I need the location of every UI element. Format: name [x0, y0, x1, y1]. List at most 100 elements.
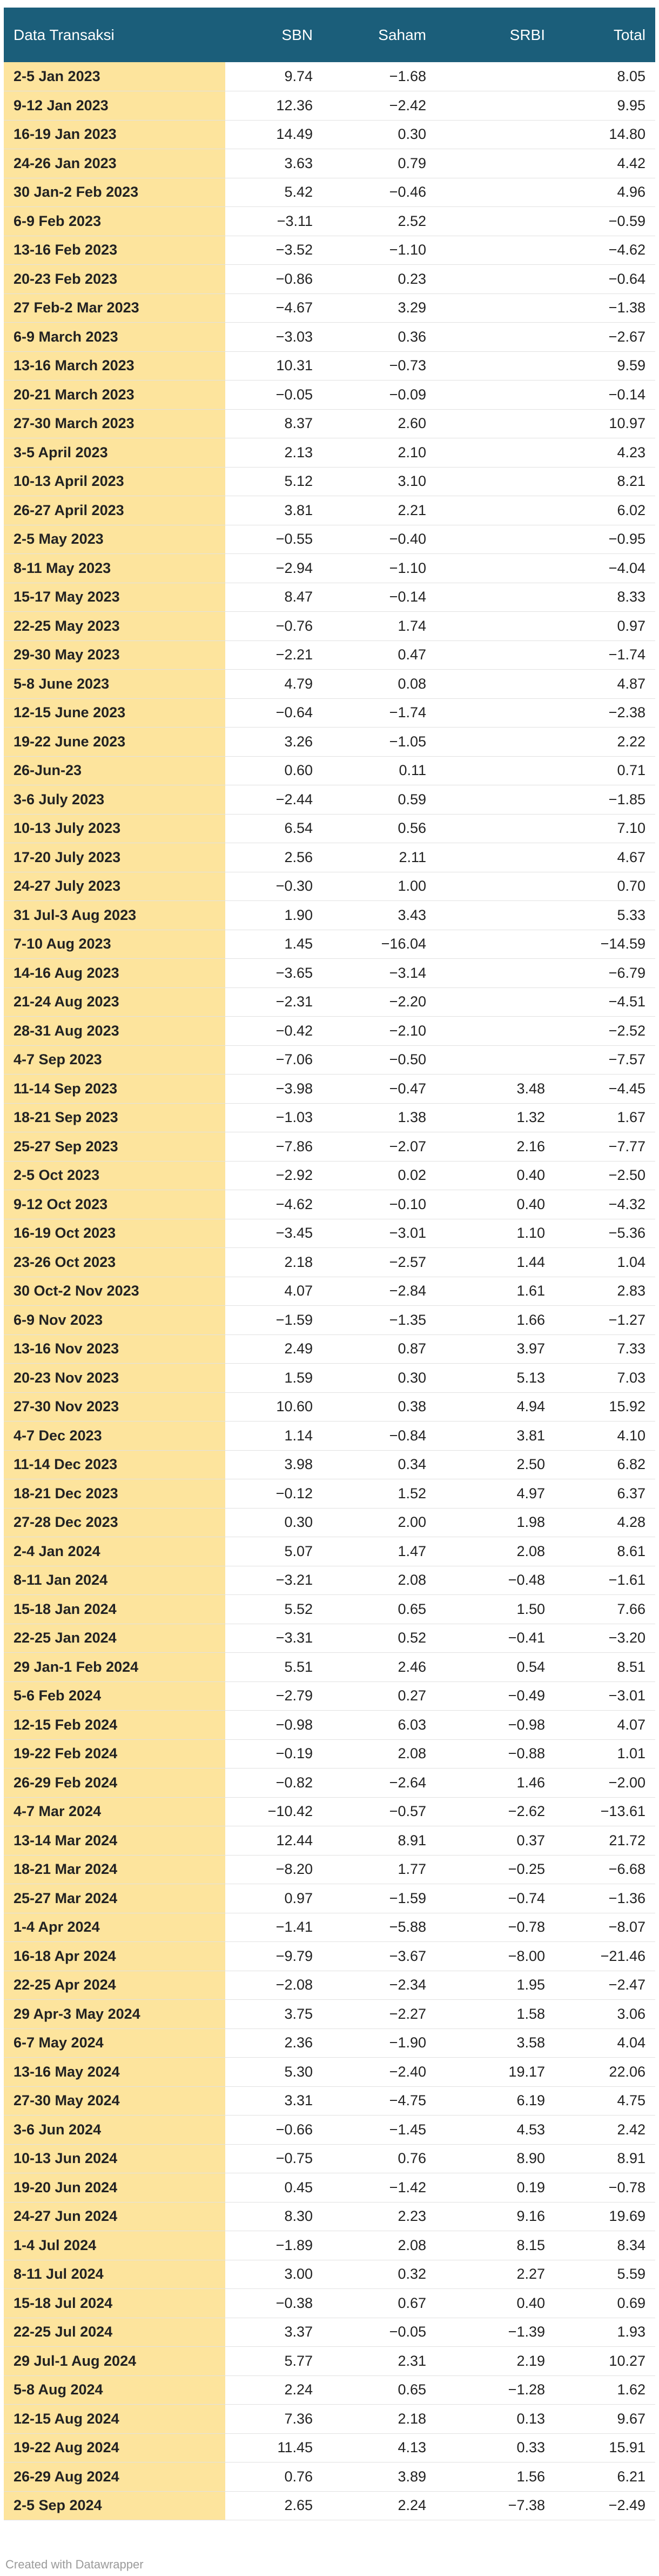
- value-cell: 0.65: [322, 1594, 436, 1624]
- value-cell: −2.52: [555, 1016, 655, 1046]
- row-label-cell: 16-18 Apr 2024: [4, 1941, 225, 1971]
- value-cell: [436, 496, 555, 525]
- value-cell: 0.70: [555, 872, 655, 901]
- value-cell: 3.81: [225, 496, 322, 525]
- row-label-cell: 8-11 May 2023: [4, 553, 225, 583]
- value-cell: 10.31: [225, 351, 322, 381]
- table-row: 12-15 Feb 2024 −0.98 6.03 −0.98 4.07: [4, 1710, 655, 1740]
- value-cell: −6.68: [555, 1855, 655, 1884]
- value-cell: −1.85: [555, 785, 655, 815]
- value-cell: 9.59: [555, 351, 655, 381]
- value-cell: −1.03: [225, 1103, 322, 1132]
- value-cell: 3.06: [555, 1999, 655, 2029]
- row-label-cell: 10-13 Jun 2024: [4, 2144, 225, 2173]
- value-cell: −0.88: [436, 1739, 555, 1769]
- row-label-cell: 16-19 Jan 2023: [4, 120, 225, 149]
- value-cell: −0.74: [436, 1884, 555, 1913]
- row-label-cell: 21-24 Aug 2023: [4, 987, 225, 1017]
- value-cell: 0.52: [322, 1624, 436, 1653]
- value-cell: 7.03: [555, 1363, 655, 1393]
- value-cell: −2.49: [555, 2491, 655, 2520]
- column-header[interactable]: Data Transaksi: [14, 26, 115, 43]
- value-cell: −0.40: [322, 525, 436, 554]
- table-row: 29 Jul-1 Aug 2024 5.77 2.31 2.19 10.27: [4, 2346, 655, 2376]
- table-row: 25-27 Sep 2023 −7.86 −2.07 2.16 −7.77: [4, 1132, 655, 1162]
- value-cell: 3.58: [436, 2028, 555, 2058]
- row-label-cell: 14-16 Aug 2023: [4, 958, 225, 988]
- row-label-cell: 9-12 Oct 2023: [4, 1190, 225, 1219]
- value-cell: −0.59: [555, 206, 655, 236]
- value-cell: 0.97: [225, 1884, 322, 1913]
- row-label-cell: 2-5 Sep 2024: [4, 2491, 225, 2520]
- table-row: 5-6 Feb 2024 −2.79 0.27 −0.49 −3.01: [4, 1681, 655, 1711]
- value-cell: 8.37: [225, 409, 322, 438]
- value-cell: [436, 178, 555, 207]
- value-cell: 14.80: [555, 120, 655, 149]
- value-cell: −2.20: [322, 987, 436, 1017]
- value-cell: 0.59: [322, 785, 436, 815]
- value-cell: −0.76: [225, 611, 322, 641]
- value-cell: 8.30: [225, 2202, 322, 2231]
- value-cell: −2.08: [225, 1971, 322, 2000]
- value-cell: 9.95: [555, 91, 655, 121]
- value-cell: 0.69: [555, 2288, 655, 2318]
- table-row: 2-5 Oct 2023 −2.92 0.02 0.40 −2.50: [4, 1161, 655, 1190]
- row-label-cell: 12-15 June 2023: [4, 698, 225, 728]
- row-label-cell: 27 Feb-2 Mar 2023: [4, 293, 225, 323]
- table-row: 29 Jan-1 Feb 2024 5.51 2.46 0.54 8.51: [4, 1652, 655, 1682]
- value-cell: 0.97: [555, 611, 655, 641]
- row-label-cell: 24-27 July 2023: [4, 872, 225, 901]
- value-cell: 0.76: [225, 2462, 322, 2492]
- value-cell: 2.08: [322, 1566, 436, 1595]
- table-row: 20-21 March 2023 −0.05 −0.09 −0.14: [4, 380, 655, 410]
- value-cell: [436, 640, 555, 670]
- value-cell: 4.04: [555, 2028, 655, 2058]
- table-row: 9-12 Jan 2023 12.36 −2.42 9.95: [4, 91, 655, 121]
- value-cell: [436, 958, 555, 988]
- value-cell: 1.52: [322, 1479, 436, 1509]
- value-cell: 4.10: [555, 1421, 655, 1451]
- column-header[interactable]: SRBI: [509, 26, 545, 43]
- column-header[interactable]: Total: [613, 26, 645, 43]
- value-cell: −0.09: [322, 380, 436, 410]
- value-cell: [436, 553, 555, 583]
- value-cell: 3.00: [225, 2260, 322, 2289]
- value-cell: −0.95: [555, 525, 655, 554]
- table-row: 5-8 June 2023 4.79 0.08 4.87: [4, 669, 655, 699]
- value-cell: −1.10: [322, 553, 436, 583]
- value-cell: 5.77: [225, 2346, 322, 2376]
- value-cell: 8.05: [555, 62, 655, 91]
- value-cell: 0.45: [225, 2173, 322, 2203]
- value-cell: 0.34: [322, 1450, 436, 1479]
- value-cell: 1.74: [322, 611, 436, 641]
- table-row: 10-13 April 2023 5.12 3.10 8.21: [4, 467, 655, 496]
- row-label-cell: 13-16 May 2024: [4, 2057, 225, 2087]
- row-label-cell: 31 Jul-3 Aug 2023: [4, 900, 225, 930]
- value-cell: [436, 206, 555, 236]
- row-label-cell: 27-28 Dec 2023: [4, 1508, 225, 1537]
- value-cell: 2.08: [436, 1537, 555, 1566]
- value-cell: 4.53: [436, 2115, 555, 2145]
- value-cell: 3.37: [225, 2318, 322, 2347]
- row-label-cell: 13-16 Nov 2023: [4, 1334, 225, 1364]
- value-cell: −0.55: [225, 525, 322, 554]
- column-header[interactable]: Saham: [378, 26, 426, 43]
- table-row: 22-25 Jan 2024 −3.31 0.52 −0.41 −3.20: [4, 1624, 655, 1653]
- table-row: 22-25 Jul 2024 3.37 −0.05 −1.39 1.93: [4, 2318, 655, 2347]
- value-cell: 1.58: [436, 1999, 555, 2029]
- value-cell: [436, 293, 555, 323]
- value-cell: −1.38: [555, 293, 655, 323]
- column-header[interactable]: SBN: [281, 26, 313, 43]
- table-row: 2-5 May 2023 −0.55 −0.40 −0.95: [4, 525, 655, 554]
- value-cell: −1.90: [322, 2028, 436, 2058]
- value-cell: 3.31: [225, 2086, 322, 2115]
- value-cell: −3.11: [225, 206, 322, 236]
- value-cell: [436, 264, 555, 294]
- value-cell: 0.47: [322, 640, 436, 670]
- row-label-cell: 1-4 Apr 2024: [4, 1913, 225, 1942]
- value-cell: 0.02: [322, 1161, 436, 1190]
- value-cell: 0.87: [322, 1334, 436, 1364]
- value-cell: −4.62: [555, 236, 655, 265]
- value-cell: 4.28: [555, 1508, 655, 1537]
- value-cell: 0.38: [322, 1392, 436, 1422]
